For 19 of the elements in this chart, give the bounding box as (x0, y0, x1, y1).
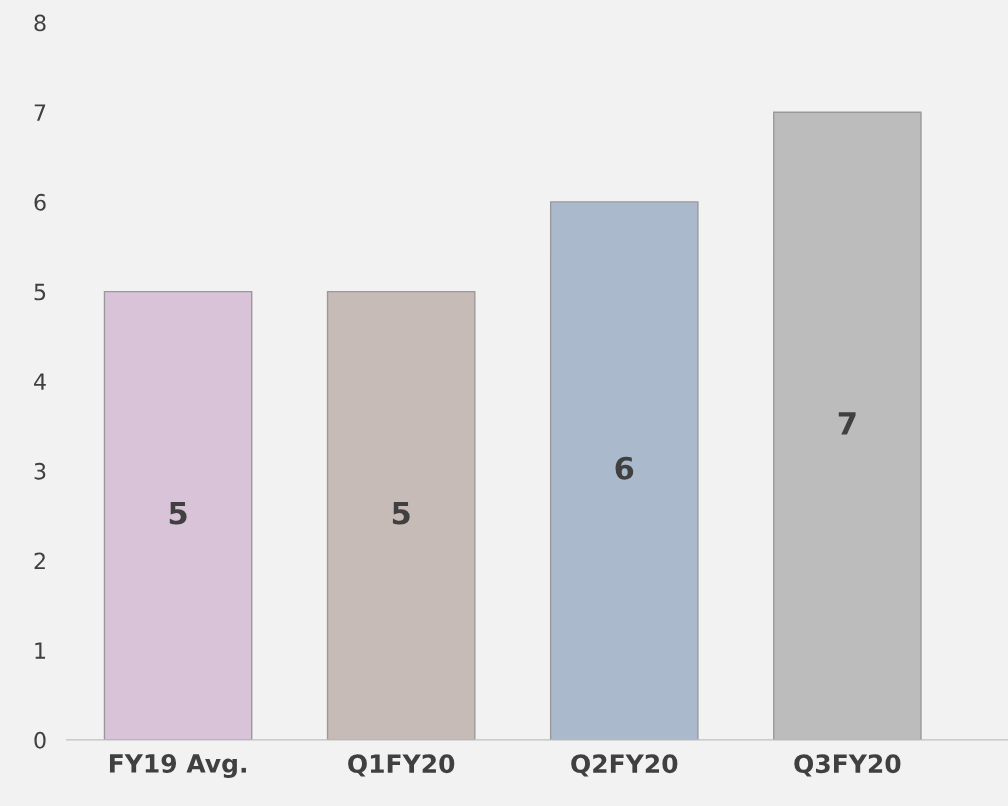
data-label: 5 (392, 501, 410, 525)
x-tick-label: Q2FY20 (571, 754, 678, 777)
x-tick-label: Q3FY20 (794, 754, 901, 777)
y-tick-label: 4 (34, 373, 46, 390)
y-tick-label: 5 (34, 283, 46, 301)
x-tick-label: Q1FY20 (348, 754, 455, 777)
y-tick-label: 8 (34, 14, 46, 32)
data-label: 7 (838, 412, 856, 435)
y-tick-label: 6 (34, 193, 46, 211)
y-tick-label: 3 (34, 462, 46, 480)
bar (549, 201, 699, 740)
y-tick-label: 2 (34, 552, 45, 570)
y-tick-label: 1 (35, 642, 46, 659)
data-label: 6 (615, 456, 634, 480)
x-tick-label: FY19 Avg. (109, 754, 246, 778)
y-tick-label: 0 (34, 731, 46, 749)
bar (103, 290, 253, 740)
data-label: 5 (169, 501, 187, 525)
y-tick-label: 7 (34, 104, 46, 121)
